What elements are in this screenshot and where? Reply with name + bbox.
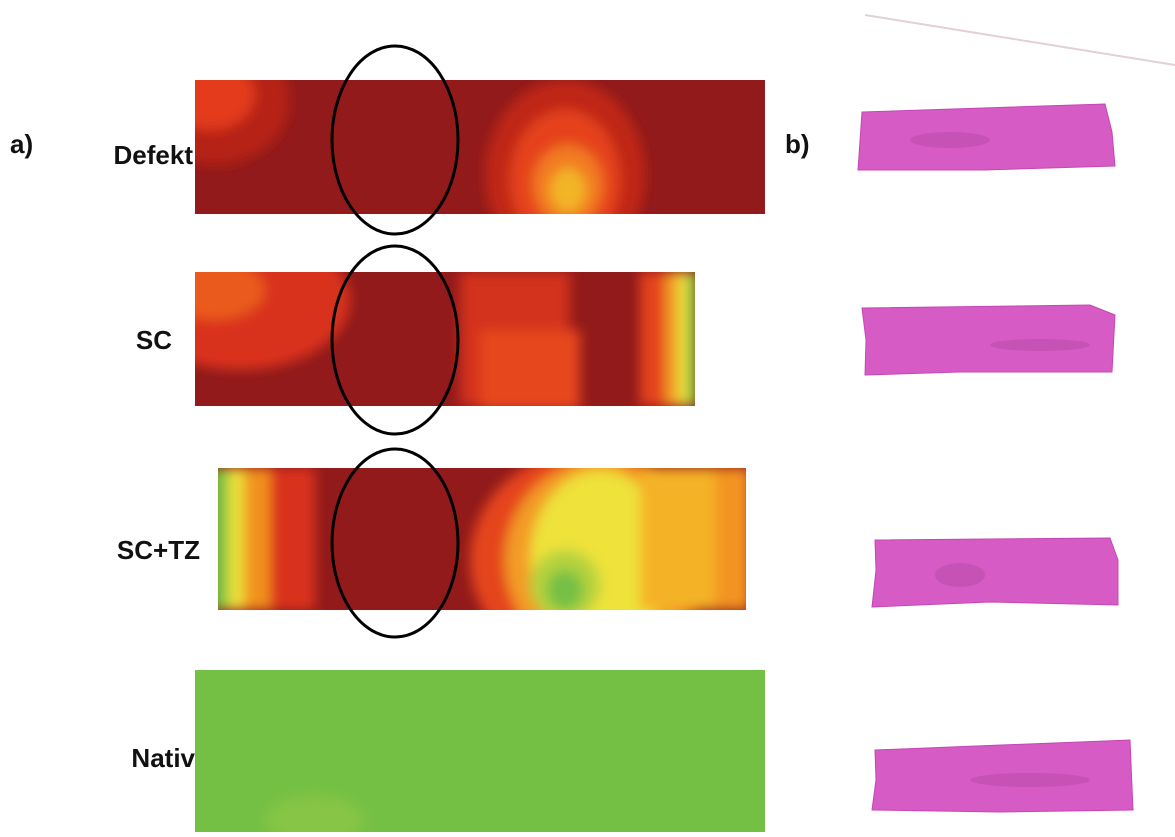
figure: a) b) Defekt SC SC+TZ Nativ: [0, 0, 1175, 832]
heatmap: [210, 450, 750, 670]
artifact: [865, 15, 1175, 65]
heatmap: [130, 230, 698, 410]
histology-section: [858, 104, 1133, 812]
row-label: SC+TZ: [117, 535, 200, 565]
row-label: Defekt: [114, 140, 194, 170]
panel-label: a): [10, 129, 33, 159]
heatmap: [195, 670, 765, 832]
histology-texture: [910, 132, 1090, 787]
panel-label: b): [785, 129, 810, 159]
page: a) b) Defekt SC SC+TZ Nativ: [0, 0, 1175, 832]
row-label: SC: [136, 325, 172, 355]
heatmap: [140, 35, 765, 270]
row-label: Nativ: [131, 743, 195, 773]
